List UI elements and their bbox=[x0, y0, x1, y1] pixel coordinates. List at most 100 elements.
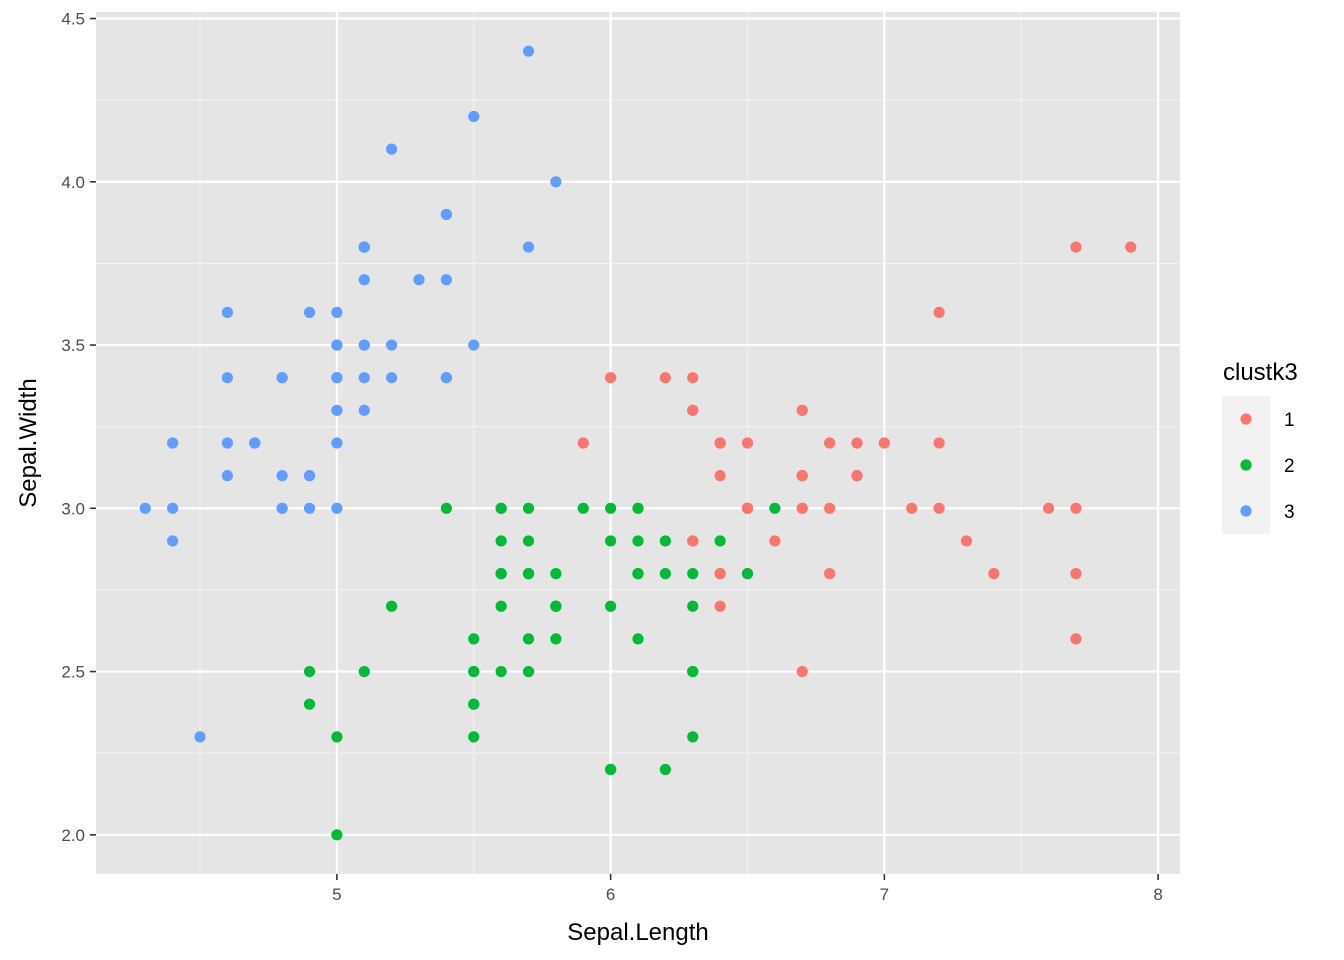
data-point-cluster-3 bbox=[276, 372, 288, 384]
data-point-cluster-1 bbox=[1070, 568, 1082, 580]
data-point-cluster-3 bbox=[331, 306, 343, 318]
data-point-cluster-3 bbox=[303, 470, 316, 482]
y-tick-label: 4.0 bbox=[61, 173, 85, 192]
data-point-cluster-3 bbox=[221, 306, 233, 318]
data-point-cluster-3 bbox=[358, 404, 370, 416]
data-point-cluster-1 bbox=[851, 437, 863, 449]
legend-label-cluster-2: 2 bbox=[1284, 456, 1295, 477]
data-point-cluster-2 bbox=[522, 633, 535, 645]
data-point-cluster-2 bbox=[687, 731, 699, 743]
y-tick-label: 2.5 bbox=[61, 663, 85, 682]
data-point-cluster-1 bbox=[605, 372, 617, 384]
data-points bbox=[139, 45, 1137, 841]
data-point-cluster-1 bbox=[988, 568, 1000, 580]
data-point-cluster-1 bbox=[741, 437, 754, 449]
data-point-cluster-3 bbox=[276, 470, 288, 482]
data-point-cluster-2 bbox=[468, 731, 480, 743]
data-point-cluster-1 bbox=[659, 372, 671, 384]
data-point-cluster-2 bbox=[358, 665, 370, 678]
data-point-cluster-2 bbox=[605, 600, 617, 612]
data-point-cluster-1 bbox=[714, 568, 726, 580]
data-point-cluster-2 bbox=[550, 633, 562, 645]
data-point-cluster-1 bbox=[933, 437, 945, 449]
data-point-cluster-3 bbox=[331, 339, 343, 351]
data-point-cluster-2 bbox=[632, 568, 644, 580]
plot-panel bbox=[96, 12, 1180, 874]
data-point-cluster-3 bbox=[413, 274, 425, 286]
data-point-cluster-3 bbox=[386, 143, 398, 155]
data-point-cluster-1 bbox=[933, 502, 945, 514]
data-point-cluster-1 bbox=[933, 306, 945, 318]
data-point-cluster-2 bbox=[632, 502, 644, 514]
data-point-cluster-2 bbox=[687, 600, 699, 612]
data-point-cluster-2 bbox=[495, 665, 507, 678]
data-point-cluster-3 bbox=[194, 731, 206, 743]
legend-label-cluster-3: 3 bbox=[1284, 502, 1295, 523]
data-point-cluster-1 bbox=[796, 404, 808, 416]
data-point-cluster-2 bbox=[577, 502, 589, 514]
data-point-cluster-3 bbox=[386, 372, 398, 384]
data-point-cluster-2 bbox=[714, 535, 726, 547]
x-axis-title: Sepal.Length bbox=[567, 919, 708, 946]
data-point-cluster-2 bbox=[495, 600, 507, 612]
data-point-cluster-1 bbox=[796, 665, 808, 678]
data-point-cluster-1 bbox=[714, 600, 726, 612]
data-point-cluster-1 bbox=[687, 372, 699, 384]
legend: clustk3 1 2 3 bbox=[1222, 359, 1298, 534]
data-point-cluster-3 bbox=[386, 339, 398, 351]
data-point-cluster-2 bbox=[687, 665, 699, 678]
data-point-cluster-2 bbox=[687, 568, 699, 580]
data-point-cluster-2 bbox=[659, 763, 671, 776]
data-point-cluster-3 bbox=[331, 502, 343, 514]
data-point-cluster-1 bbox=[1125, 241, 1137, 253]
data-point-cluster-1 bbox=[960, 535, 973, 547]
data-point-cluster-1 bbox=[878, 437, 890, 449]
legend-items: 1 2 3 bbox=[1240, 410, 1295, 523]
data-point-cluster-3 bbox=[167, 535, 179, 547]
x-tick-label: 8 bbox=[1153, 885, 1162, 904]
data-point-cluster-2 bbox=[522, 665, 535, 678]
data-point-cluster-2 bbox=[303, 698, 316, 710]
data-point-cluster-3 bbox=[440, 372, 452, 384]
data-point-cluster-2 bbox=[495, 568, 507, 580]
data-point-cluster-2 bbox=[440, 502, 452, 514]
data-point-cluster-3 bbox=[331, 437, 343, 449]
x-tick-label: 6 bbox=[606, 885, 615, 904]
data-point-cluster-1 bbox=[824, 502, 836, 514]
data-point-cluster-2 bbox=[522, 568, 535, 580]
data-point-cluster-1 bbox=[851, 470, 863, 482]
data-point-cluster-3 bbox=[276, 502, 288, 514]
data-point-cluster-2 bbox=[550, 568, 562, 580]
data-point-cluster-2 bbox=[659, 568, 671, 580]
data-point-cluster-2 bbox=[769, 502, 781, 514]
x-tick-label: 5 bbox=[332, 885, 341, 904]
data-point-cluster-1 bbox=[577, 437, 589, 449]
data-point-cluster-2 bbox=[605, 535, 617, 547]
data-point-cluster-3 bbox=[221, 470, 233, 482]
data-point-cluster-2 bbox=[495, 502, 507, 514]
data-point-cluster-3 bbox=[249, 437, 261, 449]
data-point-cluster-2 bbox=[331, 731, 343, 743]
y-axis: 2.0 2.5 3.0 3.5 4.0 4.5 bbox=[61, 10, 96, 845]
data-point-cluster-2 bbox=[468, 665, 480, 678]
data-point-cluster-2 bbox=[468, 698, 480, 710]
y-tick-label: 3.5 bbox=[61, 336, 85, 355]
data-point-cluster-3 bbox=[358, 274, 370, 286]
data-point-cluster-2 bbox=[605, 763, 617, 776]
data-point-cluster-1 bbox=[769, 535, 781, 547]
data-point-cluster-3 bbox=[440, 274, 452, 286]
data-point-cluster-3 bbox=[358, 241, 370, 253]
data-point-cluster-3 bbox=[358, 339, 370, 351]
data-point-cluster-1 bbox=[1043, 502, 1055, 514]
data-point-cluster-3 bbox=[331, 404, 343, 416]
data-point-cluster-1 bbox=[714, 437, 726, 449]
data-point-cluster-1 bbox=[796, 470, 808, 482]
legend-key-cluster-3 bbox=[1240, 505, 1252, 517]
data-point-cluster-2 bbox=[522, 502, 535, 514]
data-point-cluster-3 bbox=[167, 502, 179, 514]
data-point-cluster-1 bbox=[1070, 633, 1082, 645]
data-point-cluster-2 bbox=[386, 600, 398, 612]
data-point-cluster-3 bbox=[358, 372, 370, 384]
y-tick-label: 2.0 bbox=[61, 826, 85, 845]
data-point-cluster-2 bbox=[495, 535, 507, 547]
